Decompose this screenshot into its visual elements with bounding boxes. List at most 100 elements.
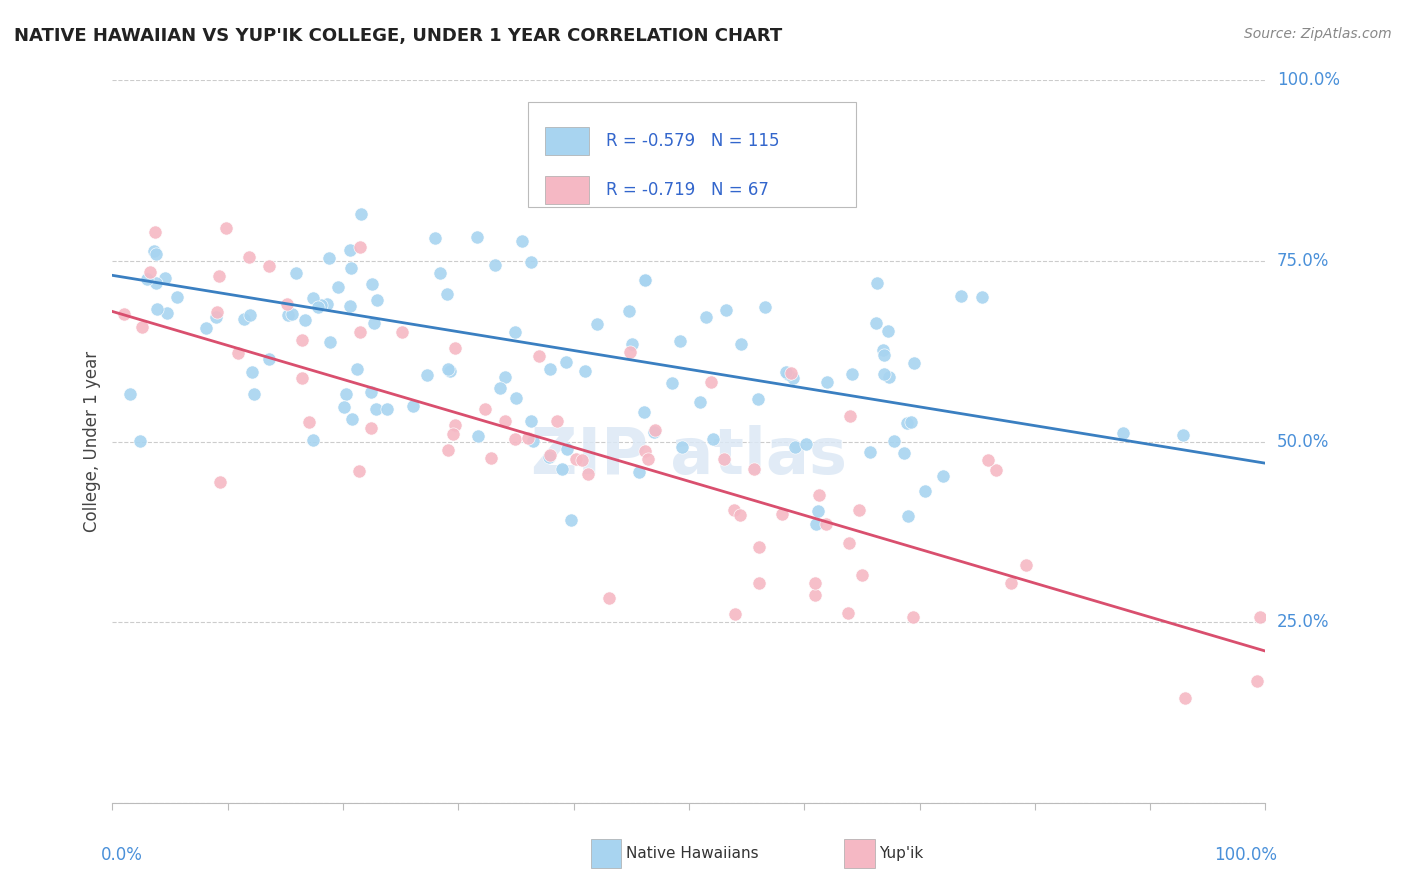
Point [748,575,770,590]
Point [277,309,299,323]
Point [360,421,382,435]
Point [444,418,467,433]
Point [1112,425,1135,440]
Point [877,324,900,338]
Point [661,376,683,390]
FancyBboxPatch shape [546,128,589,154]
Point [366,293,388,308]
Point [782,371,804,385]
Point [349,240,371,254]
Y-axis label: College, Under 1 year: College, Under 1 year [83,351,101,533]
Point [361,277,384,292]
Point [637,452,659,467]
Point [1246,674,1268,689]
Point [349,326,371,340]
Point [298,416,321,430]
Point [339,260,361,275]
Point [339,243,361,257]
Text: 50.0%: 50.0% [1277,433,1329,450]
Point [503,326,526,340]
Point [970,290,993,304]
Point [342,412,364,426]
Point [326,279,349,293]
Point [363,316,385,330]
Text: 25.0%: 25.0% [1277,613,1330,632]
Point [779,366,801,380]
Point [977,452,1000,467]
Point [135,272,157,286]
Point [554,355,576,369]
Point [238,250,260,264]
Point [423,230,446,244]
Point [551,461,574,475]
Text: R = -0.719   N = 67: R = -0.719 N = 67 [606,181,769,199]
Point [484,258,506,272]
Point [301,433,323,447]
Point [510,234,533,248]
Point [276,297,298,311]
Point [634,273,657,287]
Point [416,368,439,382]
Point [848,503,870,517]
Point [131,319,153,334]
Point [291,334,314,348]
Point [1015,558,1038,573]
Point [156,306,179,320]
Point [633,405,655,419]
Text: ZIP atlas: ZIP atlas [531,425,846,487]
Point [208,269,231,284]
Point [807,504,830,518]
Point [815,516,838,531]
Point [240,365,263,379]
Point [538,362,561,376]
Point [644,423,666,437]
Point [702,432,724,446]
Point [488,381,510,395]
Point [723,503,745,517]
Point [713,452,735,467]
Point [565,452,588,467]
Point [505,433,527,447]
Point [307,300,329,314]
Point [166,290,188,304]
Point [555,442,578,456]
Point [574,364,596,378]
Point [866,276,889,290]
Text: 100.0%: 100.0% [1213,847,1277,864]
Point [281,307,304,321]
Point [257,351,280,366]
Point [360,384,382,399]
Point [291,371,314,385]
Point [619,345,641,359]
Point [897,508,920,523]
Point [803,576,825,591]
Point [538,448,561,462]
Point [294,313,316,327]
Point [467,429,489,443]
FancyBboxPatch shape [844,839,875,868]
Point [689,395,711,409]
Point [950,289,973,303]
Point [145,276,167,290]
Point [153,271,176,285]
Point [346,362,368,376]
Point [391,325,413,339]
Point [859,445,882,459]
Point [205,305,228,319]
Point [347,464,370,478]
Point [873,367,896,381]
Point [335,387,357,401]
Point [339,299,361,313]
Point [494,414,516,428]
Point [838,536,860,550]
Point [429,267,451,281]
Point [195,321,218,335]
Point [851,567,873,582]
Text: 0.0%: 0.0% [101,847,143,864]
Point [505,392,527,406]
Point [775,365,797,379]
Point [522,434,544,448]
Point [896,416,918,430]
Point [546,414,568,428]
Point [495,369,517,384]
